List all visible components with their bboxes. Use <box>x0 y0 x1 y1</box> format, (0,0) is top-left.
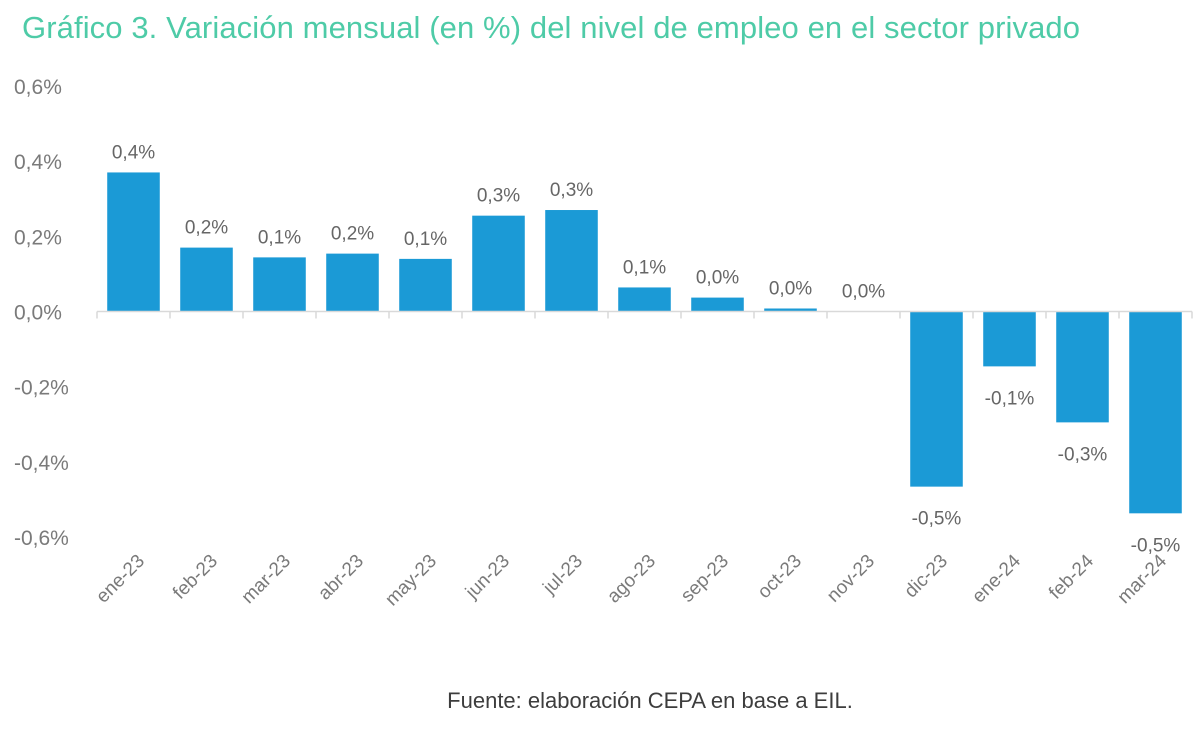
bar <box>253 257 306 312</box>
y-tick-label: 0,0% <box>14 302 62 325</box>
y-tick-label: 0,6% <box>14 76 62 99</box>
y-tick-label: -0,4% <box>14 452 69 475</box>
bar <box>1129 311 1182 514</box>
y-tick-label: -0,6% <box>14 527 69 550</box>
bar <box>691 297 744 312</box>
data-labels: 0,4% 0,2% 0,1% 0,2% 0,1% 0,3% 0,3% 0,1% 0,0% 0,0%… <box>112 142 1181 556</box>
bar <box>764 308 817 312</box>
data-label: 0,1% <box>623 257 666 278</box>
y-axis: 0,6% 0,4% 0,2% 0,0% -0,2% -0,4% -0,6% <box>14 76 69 550</box>
category-label: may-23 <box>381 551 441 611</box>
y-tick-label: -0,2% <box>14 377 69 400</box>
bar <box>983 311 1036 367</box>
bar <box>326 253 379 312</box>
data-label: 0,2% <box>185 218 228 239</box>
bar <box>545 210 598 312</box>
category-label: mar-24 <box>1114 550 1172 608</box>
data-label: -0,1% <box>985 388 1035 409</box>
category-label: feb-23 <box>169 551 222 604</box>
category-label: ene-23 <box>92 551 149 608</box>
y-tick-label: 0,4% <box>14 151 62 174</box>
category-label: ago-23 <box>603 551 660 608</box>
bar <box>1056 311 1109 423</box>
data-label: 0,2% <box>331 224 374 245</box>
data-label: 0,3% <box>550 180 593 201</box>
chart-title: Gráfico 3. Variación mensual (en %) del … <box>22 10 1081 45</box>
category-label: ene-24 <box>968 550 1025 607</box>
category-label: nov-23 <box>823 551 879 607</box>
data-label: 0,1% <box>258 227 301 248</box>
category-label: mar-23 <box>238 551 295 608</box>
source-note: Fuente: elaboración CEPA en base a EIL. <box>447 688 853 713</box>
data-label: 0,3% <box>477 186 520 207</box>
bar <box>472 215 525 312</box>
bar <box>618 287 671 312</box>
category-label: oct-23 <box>754 551 806 603</box>
data-label: 0,0% <box>842 282 885 303</box>
data-label: -0,5% <box>912 509 962 530</box>
category-labels: ene-23 feb-23 mar-23 abr-23 may-23 jun-23 jul-… <box>92 550 1171 610</box>
category-label: sep-23 <box>677 551 733 607</box>
bar <box>910 311 963 487</box>
data-label: -0,5% <box>1131 535 1181 556</box>
category-label: feb-24 <box>1045 550 1098 603</box>
category-label: jul-23 <box>539 551 587 599</box>
data-label: 0,4% <box>112 142 155 163</box>
bar <box>399 258 452 312</box>
data-label: 0,1% <box>404 229 447 250</box>
bars-group <box>107 172 1182 514</box>
bar <box>180 247 233 312</box>
category-label: abr-23 <box>314 551 368 605</box>
bar <box>107 172 160 312</box>
y-tick-label: 0,2% <box>14 226 62 249</box>
data-label: 0,0% <box>696 268 739 289</box>
category-label: jun-23 <box>461 551 514 604</box>
data-label: -0,3% <box>1058 444 1108 465</box>
category-label: dic-23 <box>901 551 952 602</box>
data-label: 0,0% <box>769 278 812 299</box>
x-axis <box>96 310 1193 319</box>
